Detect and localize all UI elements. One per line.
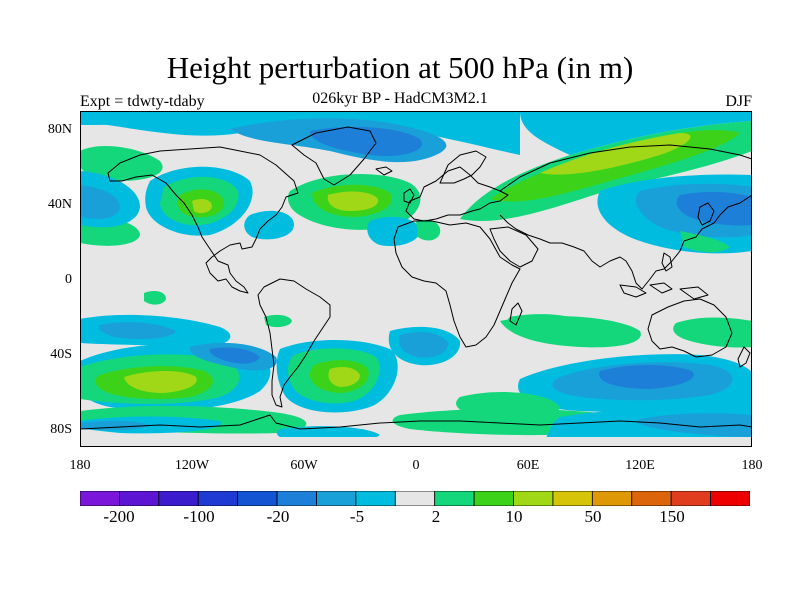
colorbar-box	[316, 491, 357, 506]
lon-tick-label-120w: 120W	[174, 458, 210, 473]
antarctic-region	[80, 405, 752, 447]
colorbar-box	[473, 491, 514, 506]
lon-tick-label-180e: 180	[741, 458, 763, 473]
colorbar-box	[355, 491, 396, 506]
colorbar-label: -20	[266, 507, 290, 526]
colorbar-box	[670, 491, 711, 506]
antarctica-coastline	[80, 414, 752, 430]
colorbar-box	[158, 491, 199, 506]
colorbar-label: -100	[183, 507, 215, 526]
north-atlantic-positive-region	[287, 173, 421, 230]
lon-tick-label-0: 0	[412, 458, 420, 473]
experiment-label: Expt = tdwty-tdaby	[80, 93, 205, 110]
australia-coastline	[647, 298, 733, 358]
colorbar-label: -5	[349, 507, 365, 526]
colorbar-box	[631, 491, 672, 506]
lat-tick-label-0: 0	[65, 272, 72, 287]
colorbar	[80, 491, 750, 506]
greenland-coastline	[291, 126, 377, 186]
asia-negative-region	[597, 174, 752, 254]
coastlines	[80, 126, 752, 430]
colorbar-box	[394, 491, 436, 506]
africa-coastline	[393, 220, 521, 348]
colorbar-label: -200	[103, 507, 135, 526]
west-north-pacific-negative-region	[80, 171, 140, 228]
scandinavia-coastline	[439, 150, 487, 184]
europe-coastline	[405, 166, 509, 222]
colorbar-box	[434, 491, 475, 506]
asia-coastline	[499, 144, 752, 290]
lon-tick-label-60e: 60E	[516, 458, 540, 473]
colorbar-box	[80, 491, 120, 506]
lat-tick-label-40s: 40S	[50, 347, 72, 362]
colorbar-box	[513, 491, 554, 506]
colorbar-box	[237, 491, 278, 506]
colorbar-box	[119, 491, 160, 506]
north-america-coastline	[107, 146, 299, 294]
height-perturbation-map	[80, 111, 752, 447]
colorbar-box	[710, 491, 750, 506]
colorbar-box	[276, 491, 317, 506]
lon-tick-label-120e: 120E	[625, 458, 655, 473]
colorbar-label: 50	[584, 507, 602, 526]
colorbar-label: 150	[659, 507, 685, 526]
lat-tick-label-40n: 40N	[47, 197, 72, 212]
madagascar-coastline	[509, 302, 523, 326]
japan-coastline	[697, 202, 715, 226]
lon-tick-label-60w: 60W	[290, 458, 318, 473]
indonesia-coastline	[619, 282, 709, 300]
colorbar-box	[197, 491, 239, 506]
colorbar-box	[591, 491, 633, 506]
colorbar-box	[552, 491, 593, 506]
lat-tick-label-80n: 80N	[47, 122, 72, 137]
lat-tick-label-80s: 80S	[50, 422, 72, 437]
british-isles-coastline	[403, 188, 415, 204]
plot-title: Height perturbation at 500 hPa (in m)	[166, 50, 634, 85]
colorbar-label: 10	[505, 507, 523, 526]
new-zealand-coastline	[737, 346, 751, 368]
colorbar-label: 2	[431, 507, 441, 526]
philippines-coastline	[661, 252, 673, 272]
plot-subtitle: 026kyr BP - HadCM3M2.1	[312, 90, 488, 107]
south-atlantic-region	[276, 316, 641, 413]
lon-tick-label-180w: 180	[69, 458, 91, 473]
south-pacific-region	[80, 314, 278, 411]
arabia-coastline	[489, 226, 539, 268]
arctic-negative-region	[80, 111, 520, 163]
iceland-coastline	[375, 166, 393, 176]
season-label: DJF	[725, 93, 752, 110]
southern-indian-ocean-region	[456, 317, 752, 419]
south-america-coastline	[257, 278, 331, 408]
